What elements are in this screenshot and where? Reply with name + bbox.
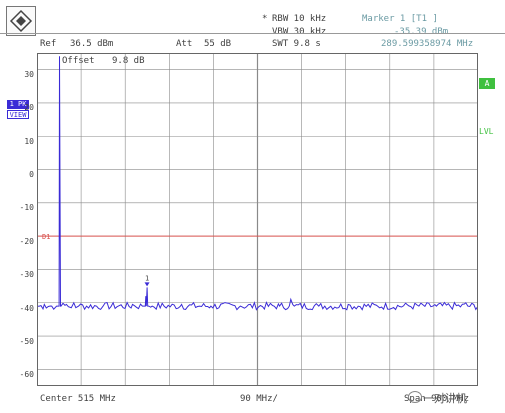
marker-title: Marker 1 [T1 ]	[362, 14, 438, 24]
marker-frequency: 289.599358974 MHz	[381, 39, 474, 49]
offset-label: Offset	[62, 56, 95, 66]
watermark-icon	[408, 391, 422, 403]
y-tick-label: -40	[19, 304, 34, 313]
rbw-setting: RBW 10 kHz	[272, 14, 327, 24]
y-tick-label: -60	[19, 370, 34, 379]
center-frequency: Center 515 MHz	[40, 394, 116, 404]
marker-triangle	[144, 282, 150, 287]
swt-setting: SWT 9.8 s	[272, 39, 321, 49]
display-line-label: D1	[42, 233, 51, 241]
level-marker-badge: LVL	[479, 127, 494, 136]
offset-value: 9.8 dB	[112, 56, 145, 66]
y-tick-label: -20	[19, 237, 34, 246]
ref-label: Ref	[40, 39, 57, 49]
marker-group: 1	[144, 274, 150, 287]
frequency-span: Span 900 MHz	[404, 394, 470, 404]
marker-level: -35.39 dBm	[394, 27, 449, 37]
att-label: Att	[176, 39, 193, 49]
channel-badge[interactable]: A	[479, 78, 495, 89]
plot-grid	[37, 53, 478, 386]
frequency-per-division: 90 MHz/	[240, 394, 278, 404]
trace-line	[37, 56, 478, 311]
y-tick-label: 0	[29, 170, 34, 179]
header-divider	[0, 33, 505, 34]
y-tick-label: 10	[24, 137, 34, 146]
marker-label: 1	[145, 274, 149, 282]
y-tick-label: -50	[19, 337, 34, 346]
watermark: 一对讲机	[423, 392, 467, 405]
y-tick-label: -10	[19, 203, 34, 212]
trace-mode-badge[interactable]: 1 PK	[7, 100, 29, 109]
att-value: 55 dB	[204, 39, 232, 49]
ref-value: 36.5 dBm	[70, 39, 114, 49]
vbw-setting: VBW 30 kHz	[272, 27, 327, 37]
view-badge[interactable]: VIEW	[7, 110, 29, 119]
spectrum-plot[interactable]: 1	[37, 53, 478, 386]
plot-border	[37, 53, 478, 386]
y-tick-label: 20	[24, 103, 34, 112]
y-tick-label: -30	[19, 270, 34, 279]
rs-logo-icon	[6, 6, 36, 36]
rbw-star: *	[262, 14, 268, 24]
y-tick-label: 30	[24, 70, 34, 79]
